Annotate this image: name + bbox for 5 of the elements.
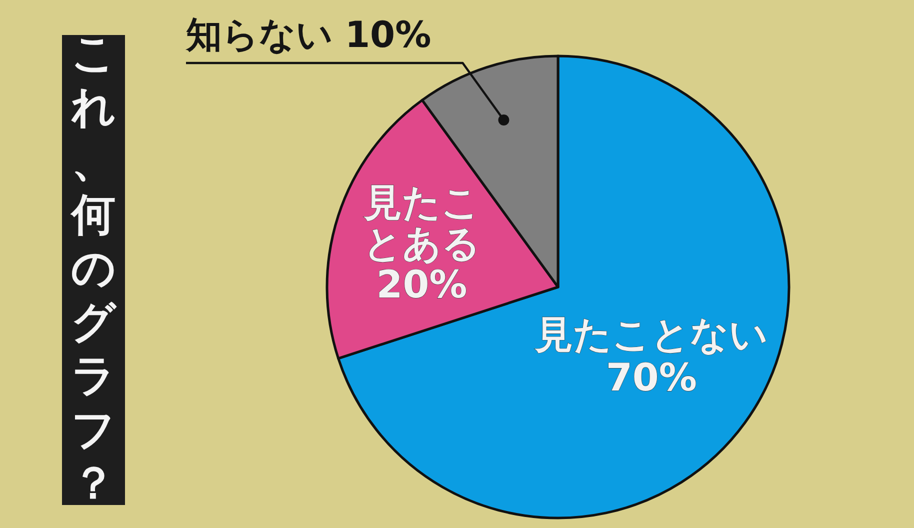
chart-title: これ、何のグラフ？: [71, 28, 116, 509]
slice-label: 見たことない: [534, 312, 768, 356]
data-label: 10%: [345, 15, 432, 56]
data-label: 70%: [606, 355, 697, 400]
slice-label: 知らない: [185, 15, 333, 56]
